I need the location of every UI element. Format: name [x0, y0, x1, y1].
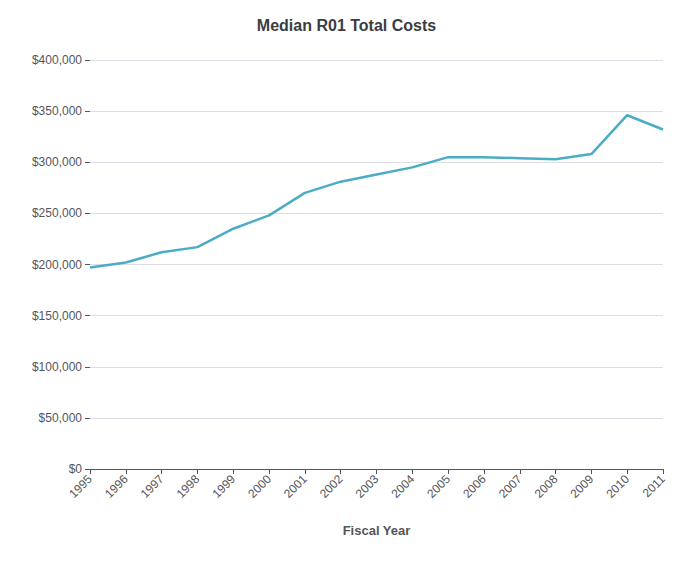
svg-text:1999: 1999 — [209, 472, 238, 501]
svg-text:2003: 2003 — [353, 472, 382, 501]
svg-text:2002: 2002 — [317, 472, 346, 501]
svg-text:$200,000: $200,000 — [32, 258, 82, 272]
svg-text:2000: 2000 — [245, 472, 274, 501]
svg-text:1997: 1997 — [138, 472, 167, 501]
svg-text:$300,000: $300,000 — [32, 155, 82, 169]
svg-text:2004: 2004 — [389, 472, 418, 501]
svg-text:$350,000: $350,000 — [32, 104, 82, 118]
svg-text:2009: 2009 — [568, 472, 597, 501]
svg-text:2010: 2010 — [603, 472, 632, 501]
svg-text:Median R01 Total Costs: Median R01 Total Costs — [257, 17, 436, 34]
svg-text:1998: 1998 — [174, 472, 203, 501]
svg-text:1996: 1996 — [102, 472, 131, 501]
svg-text:$0: $0 — [69, 462, 83, 476]
svg-text:$250,000: $250,000 — [32, 206, 82, 220]
svg-text:2008: 2008 — [532, 472, 561, 501]
svg-text:$150,000: $150,000 — [32, 309, 82, 323]
svg-text:2011: 2011 — [640, 472, 668, 500]
svg-text:2007: 2007 — [496, 472, 525, 501]
svg-text:$100,000: $100,000 — [32, 360, 82, 374]
svg-text:2006: 2006 — [460, 472, 489, 501]
svg-text:2001: 2001 — [281, 472, 310, 501]
svg-text:$400,000: $400,000 — [32, 53, 82, 67]
svg-text:2005: 2005 — [424, 472, 453, 501]
svg-text:1995: 1995 — [66, 472, 95, 501]
svg-text:Fiscal Year: Fiscal Year — [343, 523, 411, 538]
svg-text:$50,000: $50,000 — [39, 411, 83, 425]
